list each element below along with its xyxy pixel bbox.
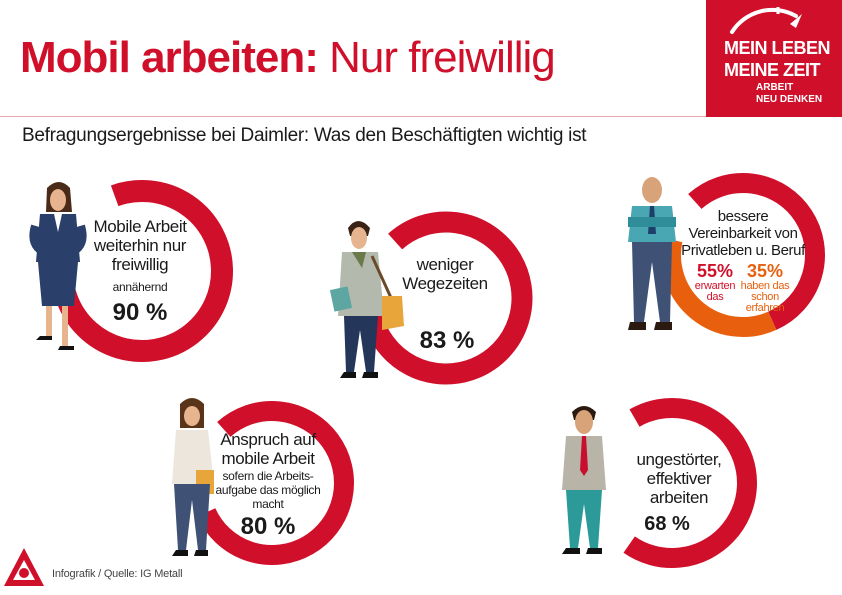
- ring-5-label: ungestörter, effektiver arbeiten 68 %: [637, 450, 722, 535]
- campaign-logo: MEIN LEBEN MEINE ZEIT ARBEIT NEU DENKEN: [706, 0, 842, 117]
- ring-3-label-line-3: Privatleben u. Beruf: [681, 242, 806, 259]
- ring-2-label-line-2: Wegezeiten: [402, 274, 487, 293]
- ring-2-label: weniger Wegezeiten 83 %: [402, 255, 488, 354]
- ring-3-value-sub-2: das: [707, 291, 725, 303]
- ring-1-value-label: 90 %: [113, 299, 168, 326]
- ring-5-value-label: 68 %: [644, 513, 690, 535]
- ring-3-arc: [688, 173, 825, 330]
- campaign-logo-graphic: MEIN LEBEN MEINE ZEIT ARBEIT NEU DENKEN: [724, 7, 831, 105]
- ring-1-label: Mobile Arbeit weiterhin nur freiwillig a…: [93, 217, 188, 326]
- header-divider: [0, 116, 706, 117]
- ring-4-label-line-1: Anspruch auf: [220, 430, 316, 449]
- ring-4-value-label: 80 %: [241, 513, 296, 540]
- ring-3-second-value-label: 35%: [747, 261, 783, 281]
- clock-arrow-icon: [790, 14, 802, 28]
- man-with-bag-illustration: [329, 221, 404, 378]
- ring-4-arc: [197, 401, 354, 565]
- logo-line-3: ARBEIT: [756, 82, 793, 93]
- bald-man-illustration: [628, 177, 676, 330]
- ring-1-label-line-1: Mobile Arbeit: [93, 217, 187, 236]
- ring-5-label-line-1: ungestörter,: [637, 450, 722, 469]
- ring-3-second-sub-2: schon: [751, 291, 779, 303]
- ring-4-sub-line-1: sofern die Arbeits-: [222, 469, 313, 483]
- woman-with-folder-illustration: [172, 398, 214, 556]
- page-subtitle: Befragungsergebnisse bei Daimler: Was de…: [22, 125, 587, 146]
- ring-2-value-label: 83 %: [420, 327, 475, 354]
- page-title: Mobil arbeiten: Nur freiwillig: [20, 32, 556, 84]
- ring-3-label-line-1: bessere: [718, 208, 769, 225]
- ring-2-label-line-1: weniger: [416, 255, 474, 274]
- ring-3-second-sub-1: haben das: [741, 280, 790, 292]
- businesswoman-illustration: [29, 182, 87, 350]
- logo-line-1: MEIN LEBEN: [724, 38, 830, 58]
- ring-5-label-line-2: effektiver: [647, 469, 712, 488]
- ring-1-label-line-2: weiterhin nur: [93, 236, 187, 255]
- source-note: Infografik / Quelle: IG Metall: [52, 568, 183, 580]
- clock-arc-icon: [730, 7, 798, 34]
- logo-line-4: NEU DENKEN: [756, 94, 822, 105]
- ring-3-value-label: 55%: [697, 261, 733, 281]
- ring-2-arc: [361, 211, 533, 385]
- title-rest: Nur freiwillig: [329, 33, 556, 82]
- ring-3-label: bessere Vereinbarkeit von Privatleben u.…: [681, 208, 806, 314]
- ring-4-sub-line-2: aufgabe das möglich: [215, 483, 320, 497]
- ig-metall-logo: [4, 548, 44, 586]
- ring-4-label-line-2: mobile Arbeit: [221, 449, 315, 468]
- ring-5-label-line-3: arbeiten: [650, 488, 708, 507]
- ring-5-arc: [623, 398, 757, 568]
- ig-metall-gear-icon: [19, 568, 29, 578]
- ring-3-second-sub-3: erfahren: [746, 302, 785, 314]
- ring-1-sub-line-1: annähernd: [113, 280, 168, 294]
- logo-line-2: MEINE ZEIT: [724, 60, 821, 80]
- ring-1-label-line-3: freiwillig: [112, 255, 168, 274]
- ring-4-sub-line-3: macht: [252, 497, 284, 511]
- title-bold: Mobil arbeiten:: [20, 33, 319, 82]
- ring-4-label: Anspruch auf mobile Arbeit sofern die Ar…: [215, 430, 320, 540]
- ring-3-value-sub-1: erwarten: [695, 280, 736, 292]
- man-with-tie-illustration: [562, 406, 606, 554]
- ring-3-label-line-2: Vereinbarkeit von: [688, 225, 797, 242]
